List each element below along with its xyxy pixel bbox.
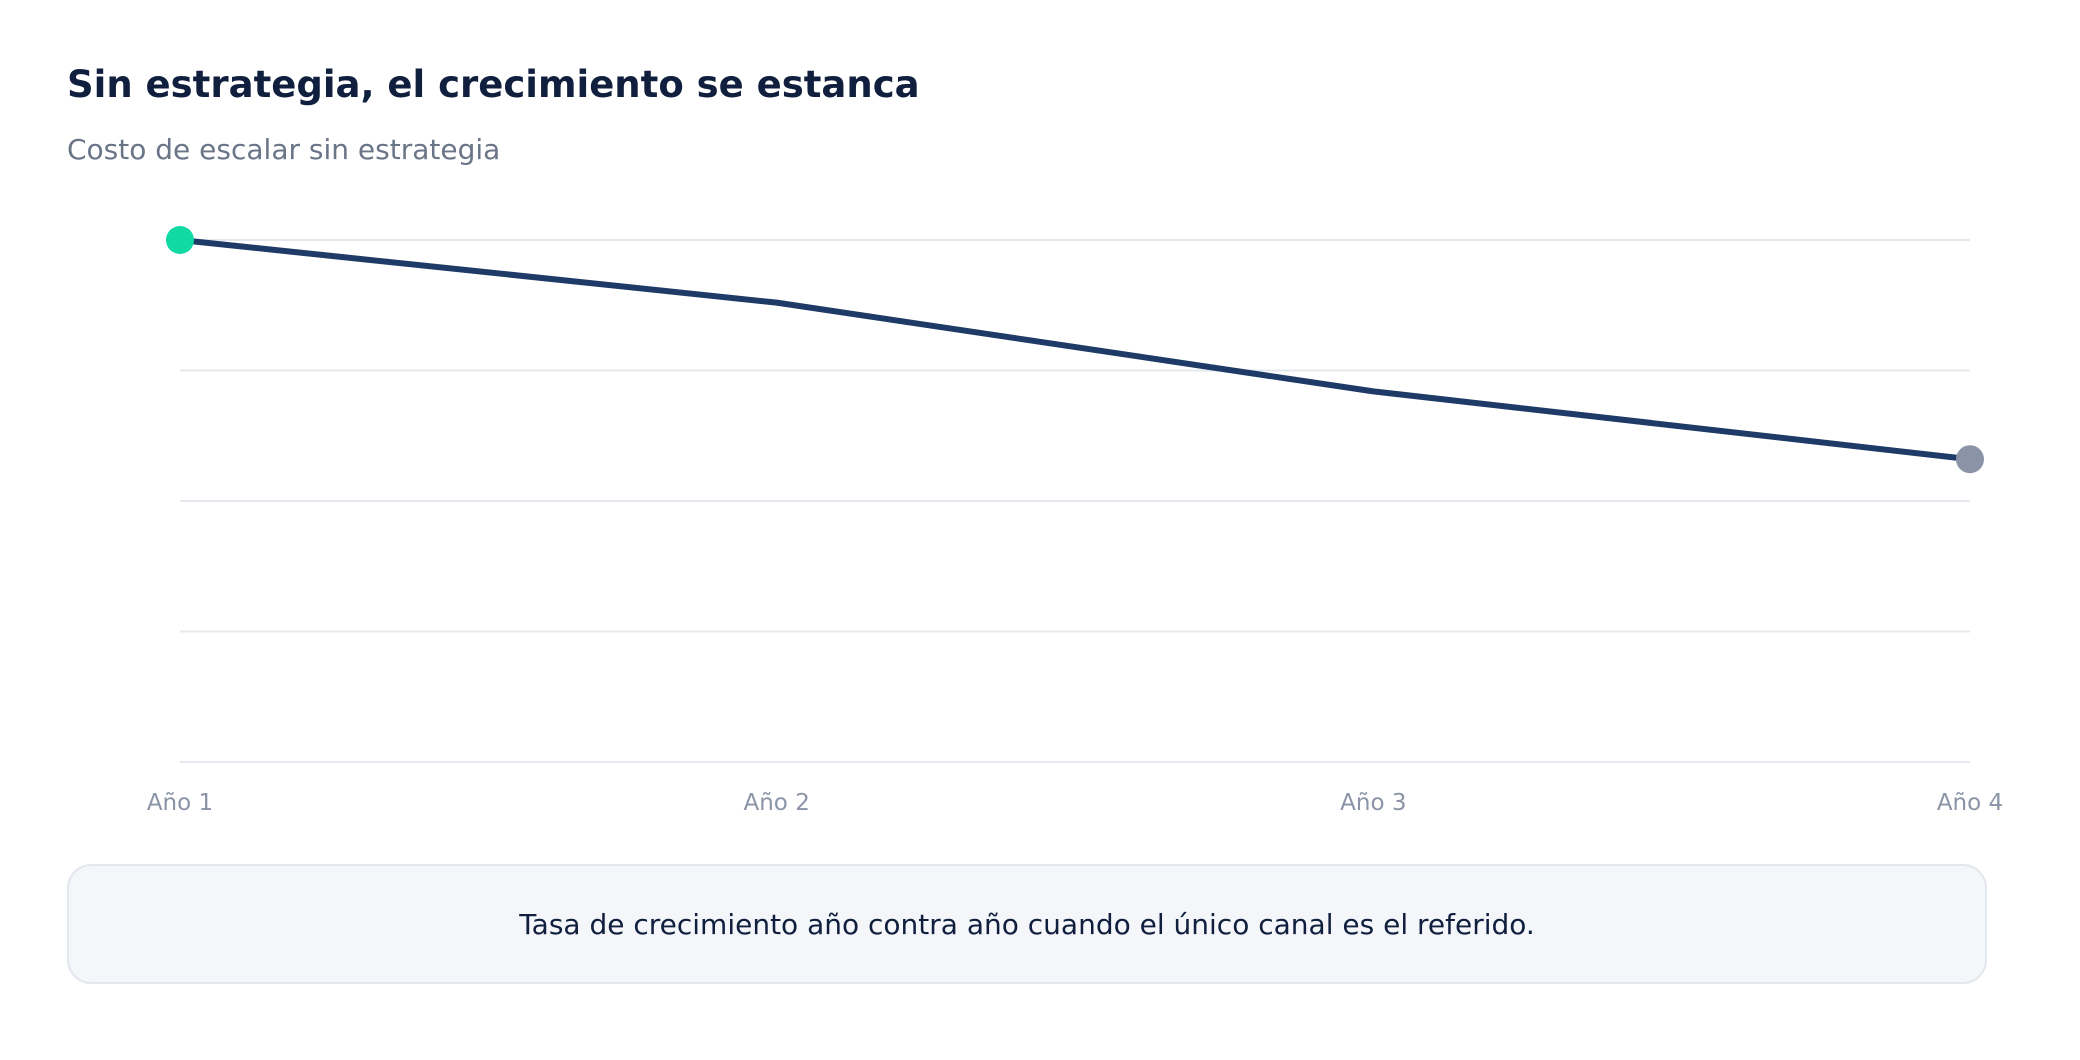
x-tick-label: Año 2 <box>744 790 810 816</box>
data-markers <box>166 226 1984 474</box>
note-text: Tasa de crecimiento año contra año cuand… <box>519 907 1535 941</box>
grid-lines <box>180 239 1970 763</box>
note-box: Tasa de crecimiento año contra año cuand… <box>67 864 1987 984</box>
series-line <box>177 237 1973 463</box>
chart-title: Sin estrategia, el crecimiento se estanc… <box>67 63 920 106</box>
chart-subtitle: Costo de escalar sin estrategia <box>67 133 501 166</box>
x-tick-label: Año 3 <box>1340 790 1406 816</box>
x-axis-tick-labels: Año 1 Año 2 Año 3 Año 4 <box>147 790 2003 816</box>
x-tick-label: Año 4 <box>1937 790 2003 816</box>
x-tick-label: Año 1 <box>147 790 213 816</box>
start-point-marker <box>166 226 194 254</box>
series-line-layer <box>177 237 1973 463</box>
end-point-marker <box>1956 445 1984 474</box>
line-chart: Año 1 Año 2 Año 3 Año 4 <box>147 226 2003 816</box>
